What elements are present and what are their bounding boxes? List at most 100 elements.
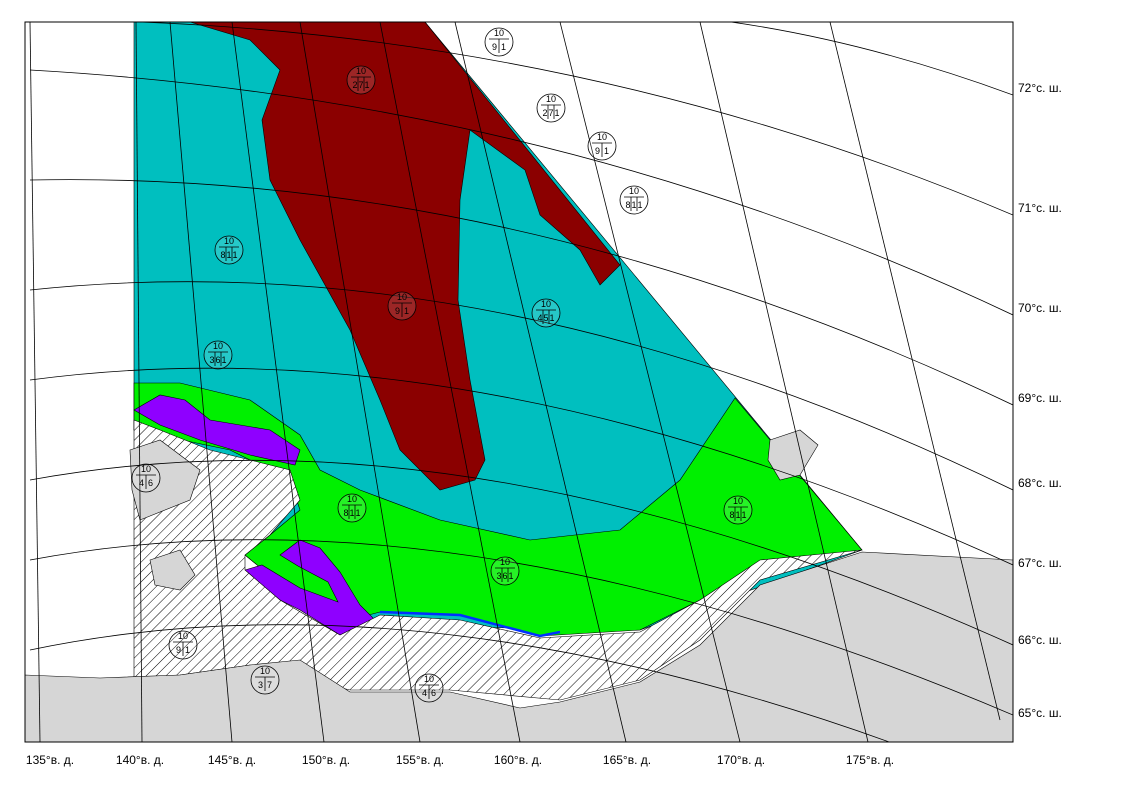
egg-total: 10 (500, 557, 510, 567)
egg-part: 1 (355, 508, 360, 518)
land (767, 429, 819, 481)
egg-part: 9 (176, 645, 181, 655)
egg-part: 8 (625, 200, 630, 210)
egg-part: 1 (554, 108, 559, 118)
longitude-label: 150°в. д. (302, 753, 350, 767)
egg-total: 10 (546, 94, 556, 104)
egg-part: 6 (502, 571, 507, 581)
egg-part: 7 (267, 680, 272, 690)
latitude-label: 66°с. ш. (1018, 633, 1062, 647)
egg-circle (619, 185, 649, 215)
egg-part: 9 (595, 146, 600, 156)
egg-circle (723, 495, 753, 525)
egg-code: 10 8 1 1 (337, 493, 367, 523)
egg-code: 10 9 1 (387, 291, 417, 321)
latitude-label: 65°с. ш. (1018, 706, 1062, 720)
egg-total: 10 (494, 28, 504, 38)
longitude-label: 175°в. д. (846, 753, 894, 767)
egg-code: 10 3 6 1 (490, 556, 520, 586)
egg-circle (346, 65, 376, 95)
land (25, 551, 1013, 742)
longitude-label: 165°в. д. (603, 753, 651, 767)
egg-part: 1 (226, 250, 231, 260)
latitude-label: 69°с. ш. (1018, 391, 1062, 405)
egg-total: 10 (424, 674, 434, 684)
latitude-label: 71°с. ш. (1018, 201, 1062, 215)
egg-circle (490, 556, 520, 586)
longitude-label: 160°в. д. (494, 753, 542, 767)
egg-part: 2 (542, 108, 547, 118)
egg-part: 1 (508, 571, 513, 581)
egg-circle (536, 93, 566, 123)
latitude-label: 67°с. ш. (1018, 556, 1062, 570)
egg-part: 3 (496, 571, 501, 581)
egg-code: 10 8 1 1 (723, 495, 753, 525)
egg-total: 10 (178, 631, 188, 641)
egg-part: 8 (220, 250, 225, 260)
egg-part: 4 (139, 478, 144, 488)
egg-part: 9 (492, 42, 497, 52)
coast-line (379, 610, 561, 638)
egg-code: 10 2 7 1 (346, 65, 376, 95)
egg-code: 10 4 6 (131, 463, 161, 493)
egg-part: 1 (404, 306, 409, 316)
egg-part: 1 (185, 645, 190, 655)
egg-part: 1 (349, 508, 354, 518)
egg-total: 10 (733, 496, 743, 506)
egg-part: 2 (352, 80, 357, 90)
egg-part: 1 (501, 42, 506, 52)
egg-total: 10 (597, 132, 607, 142)
egg-code: 10 3 7 (250, 665, 280, 695)
egg-total: 10 (356, 66, 366, 76)
egg-part: 1 (741, 510, 746, 520)
egg-circle (531, 298, 561, 328)
coordinate-labels: 72°с. ш. 71°с. ш. 70°с. ш. 69°с. ш. 68°с. ш.… (26, 81, 1062, 767)
egg-part: 6 (431, 688, 436, 698)
fast-ice (133, 419, 863, 701)
egg-circle (214, 235, 244, 265)
egg-total: 10 (541, 299, 551, 309)
egg-code: 10 4 6 (414, 673, 444, 703)
graticule (29, 22, 1013, 742)
egg-code: 10 4 5 1 (531, 298, 561, 328)
egg-part: 4 (537, 313, 542, 323)
egg-part: 6 (215, 355, 220, 365)
longitude-label: 155°в. д. (396, 753, 444, 767)
longitude-label: 170°в. д. (717, 753, 765, 767)
latitude-label: 72°с. ш. (1018, 81, 1062, 95)
egg-part: 8 (729, 510, 734, 520)
map-frame (24, 21, 1014, 743)
land (149, 549, 196, 591)
egg-part: 1 (604, 146, 609, 156)
egg-part: 1 (364, 80, 369, 90)
egg-part: 1 (232, 250, 237, 260)
egg-circle (203, 340, 233, 370)
egg-total: 10 (260, 666, 270, 676)
egg-total: 10 (224, 236, 234, 246)
egg-code: 10 8 1 1 (619, 185, 649, 215)
egg-code: 10 3 6 1 (203, 340, 233, 370)
egg-code: 10 8 1 1 (214, 235, 244, 265)
egg-part: 6 (148, 478, 153, 488)
egg-code: 10 9 1 (168, 630, 198, 660)
egg-part: 1 (221, 355, 226, 365)
land (129, 439, 201, 521)
egg-code: 10 2 7 1 (536, 93, 566, 123)
egg-part: 5 (543, 313, 548, 323)
egg-circle (337, 493, 367, 523)
latitude-label: 70°с. ш. (1018, 301, 1062, 315)
egg-code: 10 9 1 (587, 131, 617, 161)
longitude-label: 145°в. д. (208, 753, 256, 767)
egg-part: 7 (358, 80, 363, 90)
egg-part: 1 (549, 313, 554, 323)
egg-part: 7 (548, 108, 553, 118)
longitude-label: 135°в. д. (26, 753, 74, 767)
egg-total: 10 (629, 186, 639, 196)
egg-part: 1 (637, 200, 642, 210)
egg-part: 3 (209, 355, 214, 365)
egg-part: 8 (343, 508, 348, 518)
egg-part: 9 (395, 306, 400, 316)
egg-code: 10 9 1 (484, 27, 514, 57)
